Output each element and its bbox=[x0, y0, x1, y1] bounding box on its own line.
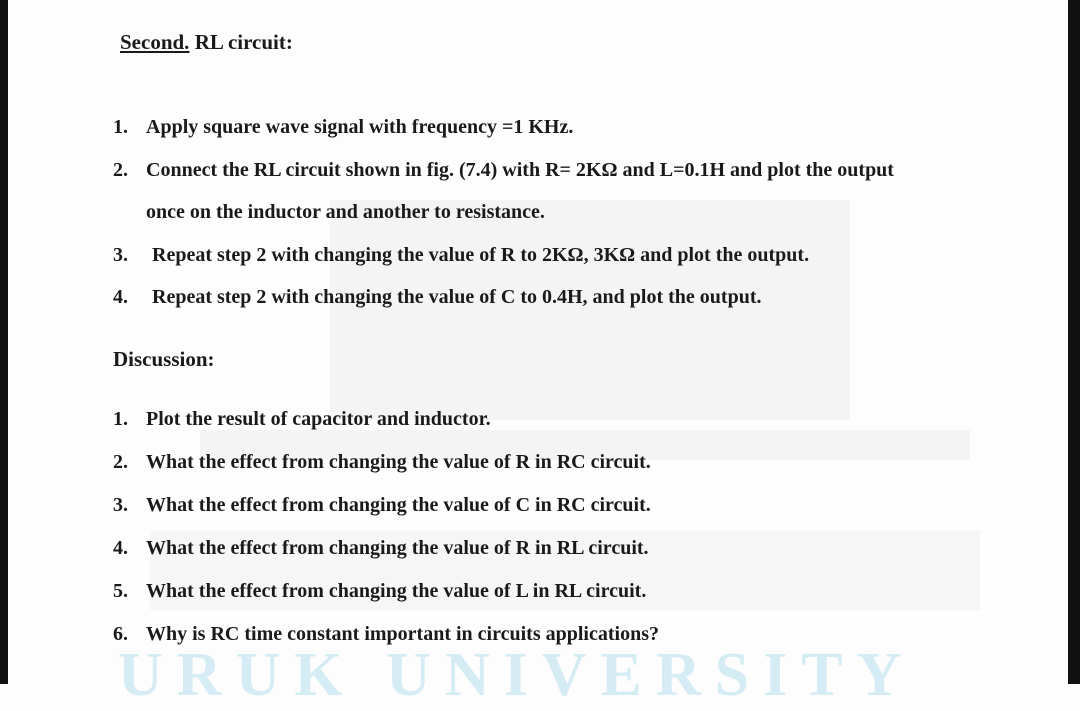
right-border bbox=[1068, 0, 1080, 684]
discussion-number: 3. bbox=[113, 494, 128, 516]
discussion-number: 6. bbox=[113, 623, 128, 645]
discussion-text: Why is RC time constant important in cir… bbox=[146, 623, 659, 645]
step-number: 1. bbox=[113, 116, 128, 138]
discussion-title: Discussion: bbox=[113, 347, 215, 371]
discussion-number: 1. bbox=[113, 408, 128, 430]
step-number: 3. bbox=[113, 243, 128, 266]
discussion-text: Plot the result of capacitor and inducto… bbox=[146, 408, 491, 430]
step-text: Repeat step 2 with changing the value of… bbox=[152, 286, 762, 308]
watermark-shape bbox=[200, 430, 970, 460]
discussion-text: What the effect from changing the value … bbox=[146, 451, 651, 473]
discussion-number: 5. bbox=[113, 580, 128, 602]
discussion-text: What the effect from changing the value … bbox=[146, 494, 651, 516]
discussion-text: What the effect from changing the value … bbox=[146, 580, 647, 602]
header-title: RL circuit: bbox=[194, 30, 293, 54]
watermark-shape bbox=[330, 200, 850, 420]
step-text: Apply square wave signal with frequency … bbox=[146, 116, 574, 138]
discussion-number: 4. bbox=[113, 537, 128, 559]
step-text: once on the inductor and another to resi… bbox=[146, 201, 545, 223]
step-number: 4. bbox=[113, 286, 128, 308]
watermark-text: URUK UNIVERSITY bbox=[118, 641, 916, 709]
header-label: Second. bbox=[120, 30, 190, 54]
left-border bbox=[0, 0, 8, 684]
step-text: Connect the RL circuit shown in fig. (7.… bbox=[146, 158, 894, 181]
discussion-number: 2. bbox=[113, 451, 128, 473]
watermark-shape bbox=[150, 530, 980, 610]
discussion-text: What the effect from changing the value … bbox=[146, 537, 649, 559]
step-text: Repeat step 2 with changing the value of… bbox=[152, 243, 810, 266]
header: Second. RL circuit: bbox=[120, 30, 293, 55]
step-number: 2. bbox=[113, 158, 128, 181]
